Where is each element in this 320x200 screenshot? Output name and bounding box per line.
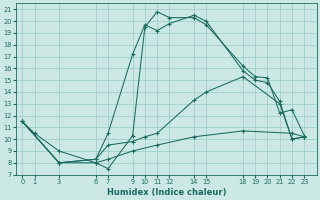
X-axis label: Humidex (Indice chaleur): Humidex (Indice chaleur) [107, 188, 226, 197]
